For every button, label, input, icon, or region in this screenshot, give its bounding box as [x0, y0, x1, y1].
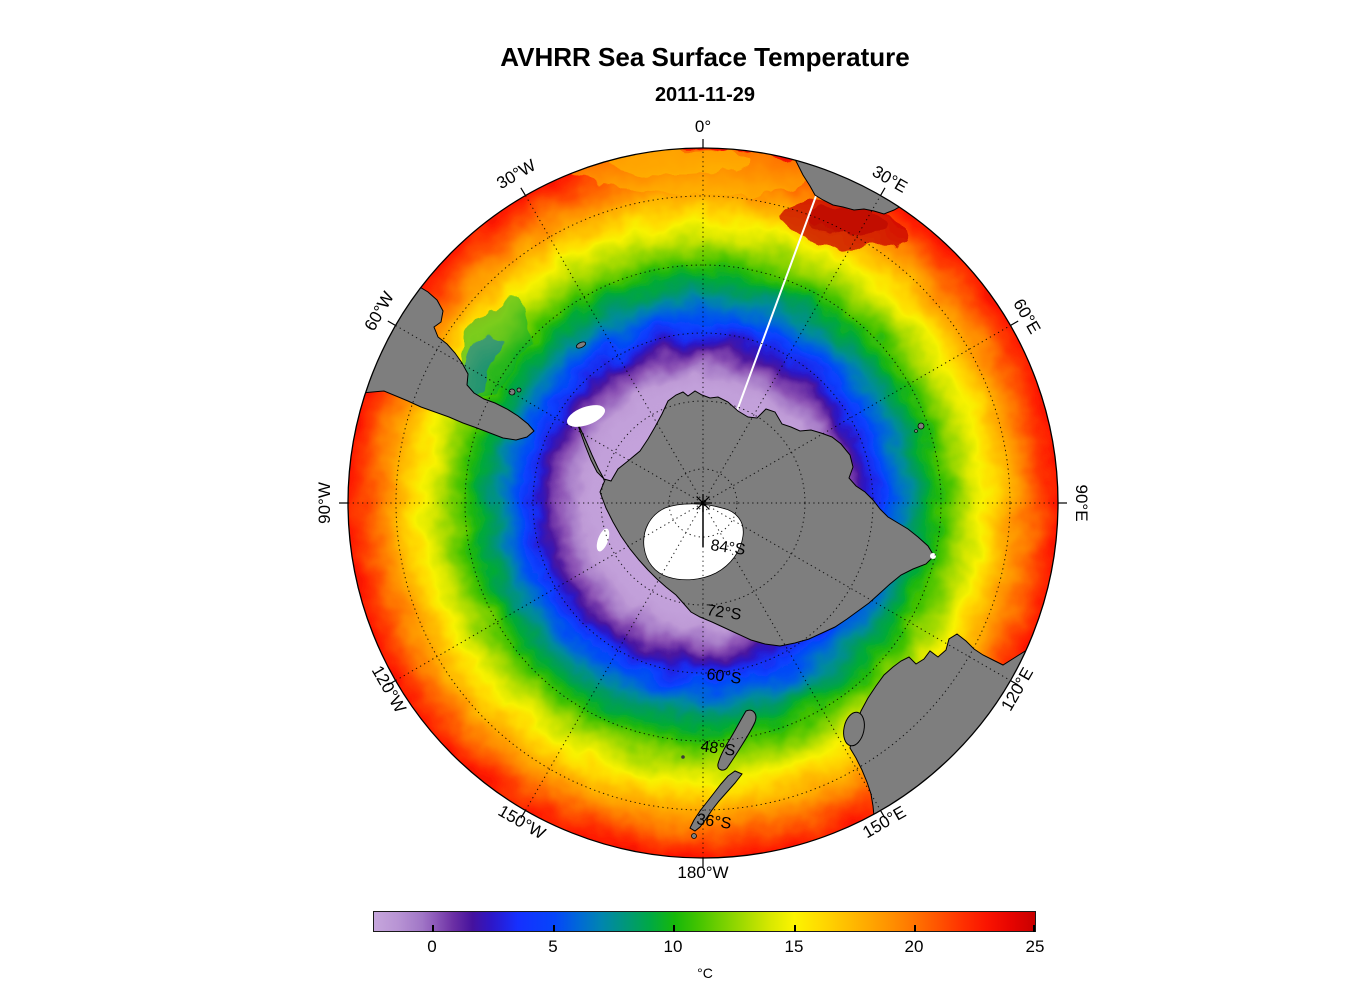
colorbar-tick-label-0: 0	[427, 937, 437, 956]
stewart-island	[691, 833, 697, 839]
small-subantarctic-island	[681, 755, 685, 759]
colorbar-gradient	[373, 911, 1036, 932]
longitude-label-30w: 30°W	[493, 156, 539, 193]
longitude-label-90w: 90°W	[315, 482, 334, 524]
latitude-label-84s: 84°S	[709, 537, 746, 559]
colorbar-tick-label-20: 20	[904, 937, 924, 956]
meridian-120	[395, 325, 1011, 681]
colorbar-tick-10	[673, 925, 675, 932]
tasmania-island	[843, 711, 865, 747]
colorbar-tick-0	[432, 925, 434, 932]
parallel-60s	[532, 332, 874, 674]
latitude-label-60s: 60°S	[705, 666, 742, 688]
longitude-label-180w: 180°W	[677, 863, 728, 882]
colorbar-unit-label: °C	[697, 965, 713, 981]
graticule	[348, 148, 1058, 858]
parallel-84s	[668, 468, 738, 538]
longitude-label-60e: 60°E	[1009, 295, 1044, 337]
new-zealand-south-island	[689, 770, 743, 832]
colorbar-tick-5	[553, 925, 555, 932]
falkland-islands-east	[516, 387, 522, 393]
peninsula-ice-patch	[566, 405, 606, 427]
colorbar-tick-20	[914, 925, 916, 932]
longitude-label-0: 0°	[695, 117, 711, 136]
meridian-60	[395, 325, 1011, 681]
kerguelen-island	[917, 422, 925, 430]
new-zealand-north-island	[717, 709, 757, 771]
longitude-label-90e: 90°E	[1072, 484, 1091, 521]
agulhas-warm-core	[808, 208, 888, 236]
meridian-150	[525, 195, 881, 811]
rim-ticks	[339, 139, 1067, 867]
colorbar-tick-label-25: 25	[1025, 937, 1045, 956]
colorbar-tick-label-5: 5	[548, 937, 558, 956]
meridian-30	[525, 195, 881, 811]
east-ice-dot	[930, 553, 936, 559]
polar-sst-map: 84°S 72°S 60°S 48°S 36°S 0° 30°E 60°E	[315, 117, 1091, 882]
colorbar-tick-label-15: 15	[784, 937, 804, 956]
antarctica-landmass	[572, 390, 935, 647]
colorbar-tick-15	[794, 925, 796, 932]
south-georgia-island	[575, 341, 587, 349]
latitude-label-72s: 72°S	[705, 602, 742, 624]
longitude-label-60w: 60°W	[361, 288, 398, 334]
latitude-label-36s: 36°S	[695, 811, 732, 833]
colorbar-tick-label-10: 10	[663, 937, 683, 956]
longitude-label-30e: 30°E	[869, 162, 911, 197]
colorbar: 0 5 10 15 20 25 °C	[373, 911, 1044, 991]
heard-island	[914, 429, 918, 433]
colorbar-tick-25	[1033, 925, 1035, 932]
falkland-islands	[508, 388, 516, 396]
figure-title: AVHRR Sea Surface Temperature	[500, 42, 910, 72]
figure-date: 2011-11-29	[654, 84, 756, 106]
latitude-label-48s: 48°S	[699, 738, 736, 760]
atlantic-cool-rim-core	[608, 148, 748, 174]
